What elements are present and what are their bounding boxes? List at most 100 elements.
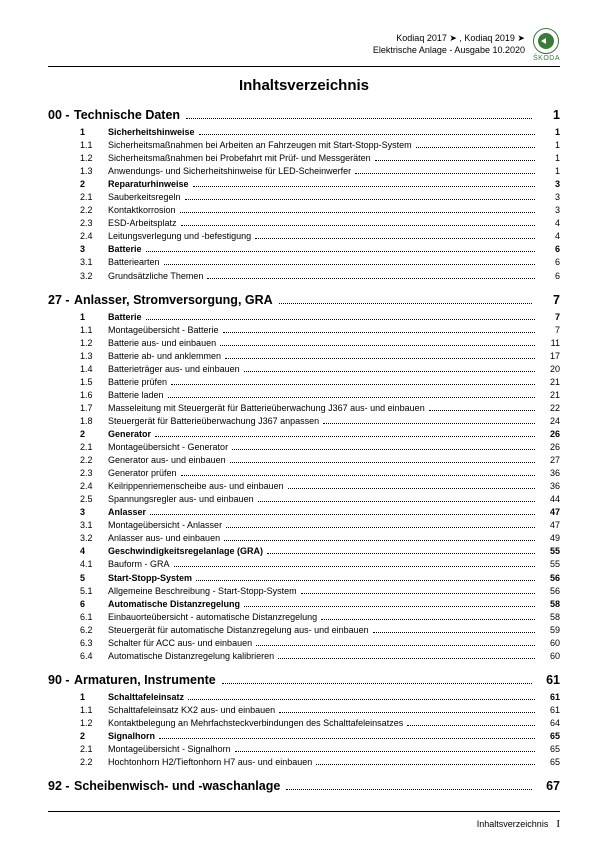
toc-row-label: Geschwindigkeitsregelanlage (GRA) xyxy=(108,545,263,558)
toc-row-label: Signalhorn xyxy=(108,730,155,743)
leader-dots xyxy=(223,332,535,333)
chapter-heading: 00 -Technische Daten1 xyxy=(48,108,560,122)
toc-row-page: 27 xyxy=(538,454,560,467)
toc-row-page: 4 xyxy=(538,217,560,230)
toc-row: 3.2Anlasser aus- und einbauen49 xyxy=(48,532,560,545)
leader-dots xyxy=(416,147,535,148)
toc-row-number: 5.1 xyxy=(80,585,108,598)
toc-row-label: Hochtonhorn H2/Tieftonhorn H7 aus- und e… xyxy=(108,756,312,769)
toc-row-label: Generator prüfen xyxy=(108,467,177,480)
toc-row-page: 26 xyxy=(538,441,560,454)
leader-dots xyxy=(199,134,535,135)
toc-row-page: 7 xyxy=(538,311,560,324)
toc-row-number: 2.2 xyxy=(80,204,108,217)
toc-row: 1Batterie7 xyxy=(48,311,560,324)
header-line1: Kodiaq 2017 ➤ , Kodiaq 2019 ➤ xyxy=(373,33,525,45)
toc-row-page: 20 xyxy=(538,363,560,376)
leader-dots xyxy=(267,553,535,554)
toc-row-page: 60 xyxy=(538,650,560,663)
toc-row: 2.1Montageübersicht - Signalhorn65 xyxy=(48,743,560,756)
toc-row: 1.3Batterie ab- und anklemmen17 xyxy=(48,350,560,363)
toc-row-label: Leitungsverlegung und -befestigung xyxy=(108,230,251,243)
leader-dots xyxy=(185,199,535,200)
leader-dots xyxy=(146,319,535,320)
toc-row-label: Steuergerät für Batterieüberwachung J367… xyxy=(108,415,319,428)
toc-row-page: 56 xyxy=(538,572,560,585)
toc-row-page: 1 xyxy=(538,139,560,152)
chapter-label: Scheibenwisch- und -waschanlage xyxy=(74,779,280,793)
leader-dots xyxy=(373,632,535,633)
leader-dots xyxy=(230,462,535,463)
leader-dots xyxy=(235,751,535,752)
toc-row-page: 6 xyxy=(538,270,560,283)
toc-row: 1.1Montageübersicht - Batterie7 xyxy=(48,324,560,337)
toc-row: 5Start-Stopp-System56 xyxy=(48,572,560,585)
toc-row: 4.1Bauform - GRA55 xyxy=(48,558,560,571)
toc-row-page: 1 xyxy=(538,152,560,165)
toc-row-label: Generator aus- und einbauen xyxy=(108,454,226,467)
toc-row-page: 6 xyxy=(538,256,560,269)
toc-row-label: Einbauorteübersicht - automatische Dista… xyxy=(108,611,317,624)
footer: Inhaltsverzeichnis I xyxy=(477,818,560,830)
leader-dots xyxy=(278,658,535,659)
leader-dots xyxy=(196,580,535,581)
toc-row-page: 61 xyxy=(538,691,560,704)
toc-row-number: 3.2 xyxy=(80,270,108,283)
toc-row-page: 36 xyxy=(538,467,560,480)
toc-row-number: 1.2 xyxy=(80,717,108,730)
toc-row: 1.1Sicherheitsmaßnahmen bei Arbeiten an … xyxy=(48,139,560,152)
chapter-heading: 90 -Armaturen, Instrumente61 xyxy=(48,673,560,687)
leader-dots xyxy=(255,238,535,239)
toc-row: 2.2Hochtonhorn H2/Tieftonhorn H7 aus- un… xyxy=(48,756,560,769)
toc-row: 4Geschwindigkeitsregelanlage (GRA)55 xyxy=(48,545,560,558)
toc-row: 2.2Generator aus- und einbauen27 xyxy=(48,454,560,467)
toc-row: 6.3Schalter für ACC aus- und einbauen60 xyxy=(48,637,560,650)
leader-dots xyxy=(244,371,535,372)
toc-row-page: 21 xyxy=(538,389,560,402)
toc-row: 2.1Montageübersicht - Generator26 xyxy=(48,441,560,454)
toc-row-label: Schalter für ACC aus- und einbauen xyxy=(108,637,252,650)
chapter-heading: 27 -Anlasser, Stromversorgung, GRA7 xyxy=(48,293,560,307)
leader-dots xyxy=(244,606,535,607)
toc-row-page: 49 xyxy=(538,532,560,545)
toc-row-label: Keilrippenriemenscheibe aus- und einbaue… xyxy=(108,480,284,493)
toc-row-number: 2 xyxy=(80,730,108,743)
toc-row-page: 65 xyxy=(538,743,560,756)
toc-row-label: Batterie xyxy=(108,243,142,256)
leader-dots xyxy=(279,303,532,304)
toc-row-number: 4 xyxy=(80,545,108,558)
toc-row-number: 2.3 xyxy=(80,217,108,230)
toc-row-number: 3 xyxy=(80,243,108,256)
toc-row-number: 2.5 xyxy=(80,493,108,506)
leader-dots xyxy=(232,449,535,450)
toc-row-label: Batterie ab- und anklemmen xyxy=(108,350,221,363)
leader-dots xyxy=(355,173,535,174)
toc-row-page: 3 xyxy=(538,204,560,217)
table-of-contents: 00 -Technische Daten11Sicherheitshinweis… xyxy=(48,108,560,793)
page-title: Inhaltsverzeichnis xyxy=(48,77,560,94)
chapter-heading: 92 -Scheibenwisch- und -waschanlage67 xyxy=(48,779,560,793)
toc-row-label: Masseleitung mit Steuergerät für Batteri… xyxy=(108,402,425,415)
toc-row-number: 2.1 xyxy=(80,191,108,204)
toc-row: 2.1Sauberkeitsregeln3 xyxy=(48,191,560,204)
chapter-page: 61 xyxy=(536,673,560,687)
toc-row: 2.5Spannungsregler aus- und einbauen44 xyxy=(48,493,560,506)
leader-dots xyxy=(222,683,532,684)
leader-dots xyxy=(207,278,535,279)
toc-row-number: 1.7 xyxy=(80,402,108,415)
toc-row-page: 3 xyxy=(538,178,560,191)
toc-row-label: Batteriearten xyxy=(108,256,160,269)
toc-row-number: 1 xyxy=(80,691,108,704)
toc-row-number: 6 xyxy=(80,598,108,611)
toc-row-label: Bauform - GRA xyxy=(108,558,170,571)
toc-row-number: 2.3 xyxy=(80,467,108,480)
toc-row: 2Reparaturhinweise3 xyxy=(48,178,560,191)
toc-row-label: Sicherheitsmaßnahmen bei Arbeiten an Fah… xyxy=(108,139,412,152)
leader-dots xyxy=(286,789,532,790)
toc-row-number: 1 xyxy=(80,126,108,139)
leader-dots xyxy=(407,725,535,726)
leader-dots xyxy=(181,225,535,226)
toc-row-page: 58 xyxy=(538,598,560,611)
toc-row-number: 1.1 xyxy=(80,704,108,717)
toc-row: 2.2Kontaktkorrosion3 xyxy=(48,204,560,217)
